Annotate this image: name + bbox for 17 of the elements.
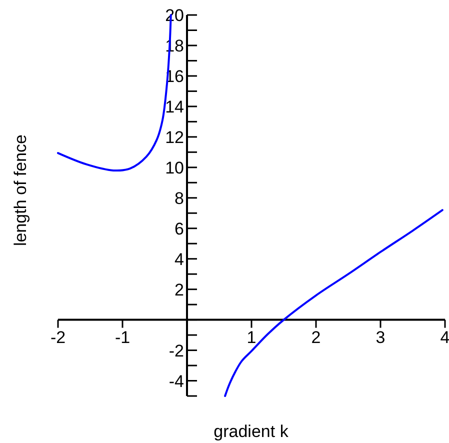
y-tick-label: 2 — [174, 280, 184, 300]
x-tick-label: 2 — [311, 328, 321, 347]
y-tick-label: -2 — [168, 341, 184, 360]
x-tick-label: -2 — [50, 328, 66, 347]
y-tick-label: 12 — [165, 128, 184, 147]
x-tick-label: 1 — [246, 328, 256, 347]
y-axis-title: length of fence — [11, 134, 30, 246]
x-tick-label: 4 — [440, 328, 449, 347]
y-tick-label: 4 — [174, 250, 184, 269]
y-tick-label: -4 — [168, 372, 184, 391]
x-tick-label: 3 — [376, 328, 386, 347]
y-tick-label: 10 — [165, 158, 184, 178]
y-tick-label: 14 — [165, 97, 184, 116]
y-tick-label: 6 — [174, 219, 184, 238]
x-tick-label: -1 — [114, 328, 130, 347]
y-tick-label: 8 — [174, 188, 184, 208]
x-axis-title: gradient k — [214, 422, 289, 441]
